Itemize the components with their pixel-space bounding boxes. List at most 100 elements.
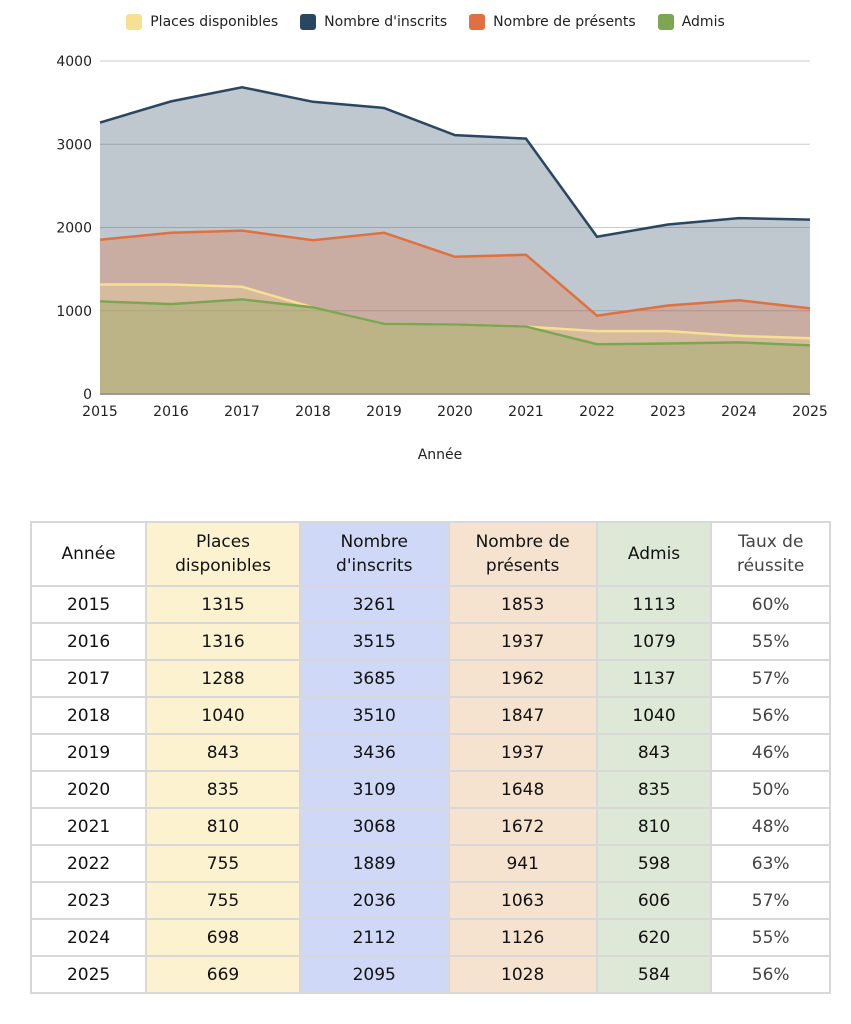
table-cell: 60% bbox=[710, 585, 831, 624]
table-row: 2016 1316 3515 1937 1079 55% bbox=[29, 622, 831, 661]
series-line-3 bbox=[99, 298, 811, 347]
series-line-1 bbox=[99, 85, 811, 239]
table-cell: 3068 bbox=[298, 807, 450, 846]
table-header-row: Année Places disponibles Nombre d'inscrits… bbox=[29, 521, 831, 587]
table-cell: 2022 bbox=[29, 844, 148, 883]
table-cell: 620 bbox=[595, 918, 713, 957]
area-0 bbox=[100, 284, 810, 394]
x-tick-label: 2016 bbox=[153, 404, 189, 420]
table-cell: 2019 bbox=[29, 733, 148, 772]
data-table: Année Places disponibles Nombre d'inscrits… bbox=[29, 521, 831, 994]
table-cell: 843 bbox=[145, 733, 301, 772]
table-cell: 755 bbox=[145, 844, 301, 883]
table-cell: 941 bbox=[447, 844, 598, 883]
table-cell: 606 bbox=[595, 881, 713, 920]
table-row: 2020 835 3109 1648 835 50% bbox=[29, 770, 831, 809]
legend-item: Places disponibles bbox=[126, 14, 278, 30]
table-cell: 2017 bbox=[29, 659, 148, 698]
table-row: 2017 1288 3685 1962 1137 57% bbox=[29, 659, 831, 698]
table-row: 2018 1040 3510 1847 1040 56% bbox=[29, 696, 831, 735]
table-cell: 843 bbox=[595, 733, 713, 772]
table-cell: 2023 bbox=[29, 881, 148, 920]
table-cell: 56% bbox=[710, 955, 831, 994]
table-cell: 1137 bbox=[595, 659, 713, 698]
table-cell: 2095 bbox=[298, 955, 450, 994]
table-cell: 598 bbox=[595, 844, 713, 883]
chart-legend: Places disponibles Nombre d'inscrits Nombr… bbox=[0, 14, 851, 30]
table-cell: 1672 bbox=[447, 807, 598, 846]
table-cell: 1288 bbox=[145, 659, 301, 698]
table-cell: 3109 bbox=[298, 770, 450, 809]
series-line-2 bbox=[99, 229, 811, 317]
table-cell: 835 bbox=[595, 770, 713, 809]
table-cell: 46% bbox=[710, 733, 831, 772]
table-cell: 584 bbox=[595, 955, 713, 994]
table-cell: 2015 bbox=[29, 585, 148, 624]
x-tick-label: 2017 bbox=[224, 404, 260, 420]
area-2 bbox=[100, 230, 810, 394]
table-cell: 810 bbox=[145, 807, 301, 846]
table-row: 2025 669 2095 1028 584 56% bbox=[29, 955, 831, 994]
table-row: 2019 843 3436 1937 843 46% bbox=[29, 733, 831, 772]
table-cell: 3515 bbox=[298, 622, 450, 661]
legend-swatch bbox=[469, 14, 486, 30]
table-cell: 3685 bbox=[298, 659, 450, 698]
legend-label: Admis bbox=[681, 14, 725, 30]
table-cell: 1126 bbox=[447, 918, 598, 957]
table-cell: 3510 bbox=[298, 696, 450, 735]
column-header: Taux de réussite bbox=[710, 521, 831, 587]
legend-label: Nombre d'inscrits bbox=[324, 14, 448, 30]
column-header: Nombre de présents bbox=[447, 521, 598, 587]
table-cell: 55% bbox=[710, 918, 831, 957]
table-cell: 1315 bbox=[145, 585, 301, 624]
x-tick-label: 2021 bbox=[508, 404, 544, 420]
table-cell: 48% bbox=[710, 807, 831, 846]
table-cell: 2024 bbox=[29, 918, 148, 957]
table-row: 2022 755 1889 941 598 63% bbox=[29, 844, 831, 883]
legend-label: Nombre de présents bbox=[493, 14, 636, 30]
table-row: 2021 810 3068 1672 810 48% bbox=[29, 807, 831, 846]
table-cell: 1040 bbox=[145, 696, 301, 735]
table-cell: 1079 bbox=[595, 622, 713, 661]
legend-label: Places disponibles bbox=[150, 14, 279, 30]
table-cell: 56% bbox=[710, 696, 831, 735]
table-cell: 1316 bbox=[145, 622, 301, 661]
area-3 bbox=[100, 299, 810, 394]
table-cell: 2018 bbox=[29, 696, 148, 735]
legend-item: Nombre de présents bbox=[469, 14, 636, 30]
y-tick-label: 2000 bbox=[56, 221, 92, 237]
table-cell: 1847 bbox=[447, 696, 598, 735]
table-cell: 3261 bbox=[298, 585, 450, 624]
table-cell: 2036 bbox=[298, 881, 450, 920]
table-cell: 1040 bbox=[595, 696, 713, 735]
table-cell: 2020 bbox=[29, 770, 148, 809]
table-cell: 810 bbox=[595, 807, 713, 846]
table-cell: 1889 bbox=[298, 844, 450, 883]
table-cell: 1113 bbox=[595, 585, 713, 624]
table-cell: 669 bbox=[145, 955, 301, 994]
table-cell: 1962 bbox=[447, 659, 598, 698]
area-chart: 0 1000 2000 3000 4000 2015 2016 2017 2018 2019 202… bbox=[56, 54, 828, 463]
legend-swatch bbox=[657, 14, 674, 30]
table-cell: 1063 bbox=[447, 881, 598, 920]
table-cell: 1648 bbox=[447, 770, 598, 809]
legend-item: Admis bbox=[657, 14, 725, 30]
table-cell: 1937 bbox=[447, 733, 598, 772]
x-tick-label: 2015 bbox=[82, 404, 118, 420]
table-cell: 57% bbox=[710, 659, 831, 698]
table-cell: 1853 bbox=[447, 585, 598, 624]
table-cell: 1028 bbox=[447, 955, 598, 994]
legend-swatch bbox=[300, 14, 317, 30]
table-cell: 698 bbox=[145, 918, 301, 957]
legend-item: Nombre d'inscrits bbox=[300, 14, 447, 30]
table-cell: 755 bbox=[145, 881, 301, 920]
x-tick-label: 2024 bbox=[721, 404, 757, 420]
table-cell: 50% bbox=[710, 770, 831, 809]
y-tick-label: 0 bbox=[83, 387, 92, 403]
area-1 bbox=[100, 87, 810, 394]
column-header: Année bbox=[29, 521, 148, 587]
table-cell: 55% bbox=[710, 622, 831, 661]
column-header: Places disponibles bbox=[145, 521, 301, 587]
x-axis-label: Année bbox=[418, 447, 463, 463]
x-tick-label: 2025 bbox=[792, 404, 828, 420]
